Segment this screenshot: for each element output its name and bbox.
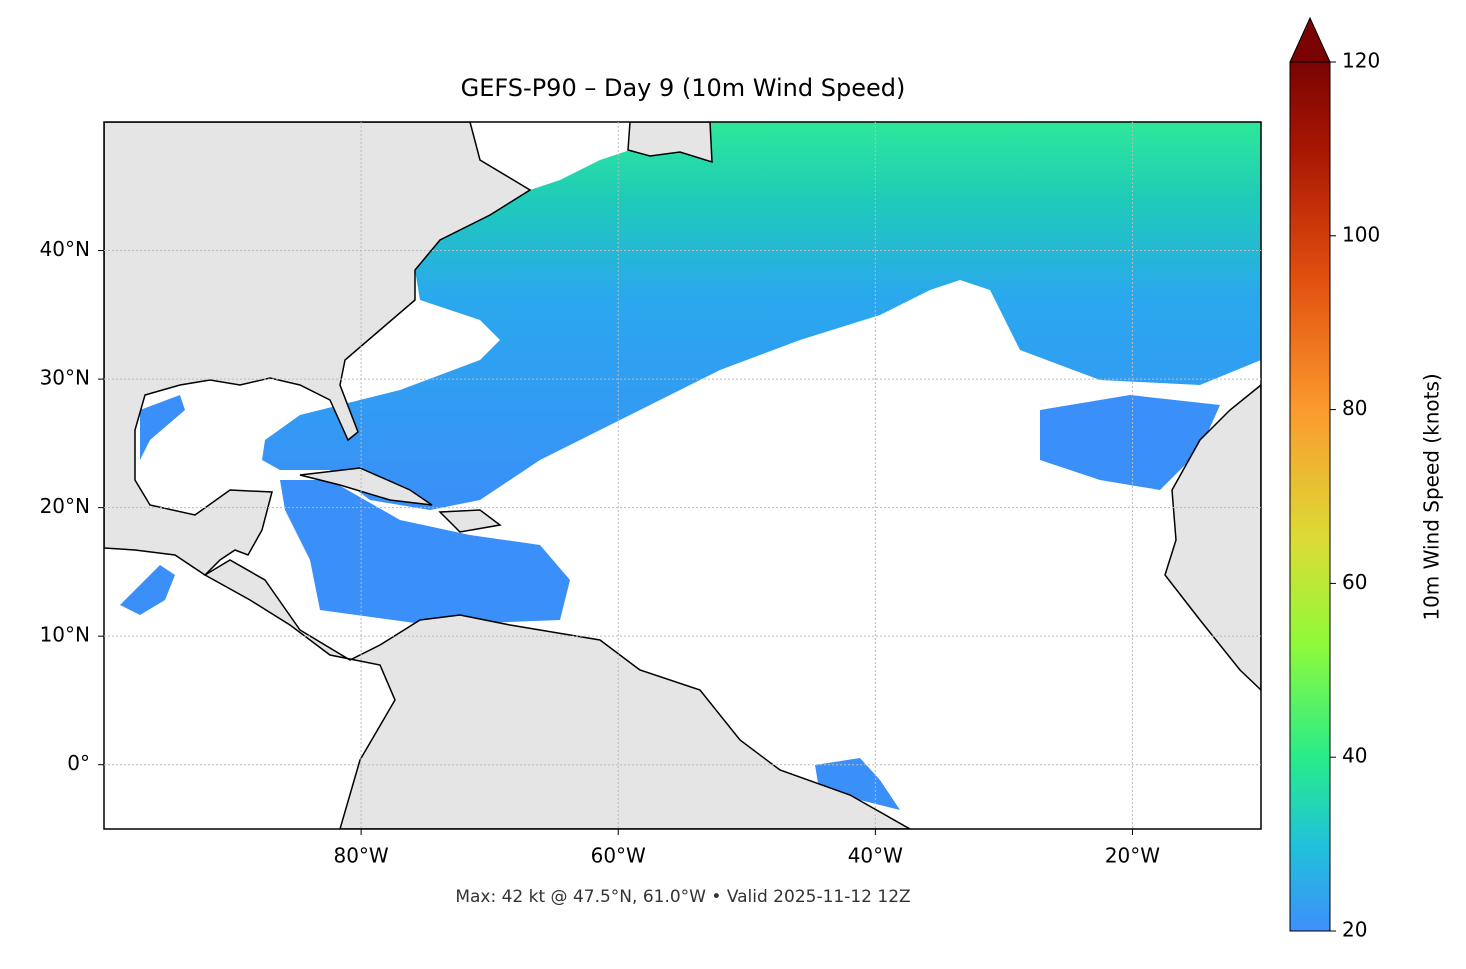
x-tick-label: 40°W (848, 844, 903, 868)
y-tick-label: 20°N (40, 494, 90, 518)
colorbar-label: 10m Wind Speed (knots) (1420, 373, 1444, 620)
colorbar (1289, 61, 1331, 932)
colorbar-tick-label: 20 (1342, 918, 1367, 942)
y-tick-label: 30°N (40, 366, 90, 390)
map (104, 122, 1261, 829)
x-tick-label: 60°W (591, 844, 646, 868)
colorbar-tick-label: 60 (1342, 570, 1367, 594)
land (203, 559, 912, 829)
colorbar-tick-label: 40 (1342, 744, 1367, 768)
colorbar-tick-label: 80 (1342, 396, 1367, 420)
x-tick-label: 20°W (1105, 844, 1160, 868)
map-frame (103, 121, 1262, 830)
y-tick-label: 0° (67, 751, 90, 775)
land (104, 122, 532, 576)
y-tick-label: 10°N (40, 623, 90, 647)
colorbar-tick-label: 120 (1342, 49, 1380, 73)
y-tick-label: 40°N (40, 237, 90, 261)
land (299, 122, 1261, 692)
chart-title: GEFS-P90 – Day 9 (10m Wind Speed) (461, 74, 906, 102)
wind-field (262, 122, 1261, 510)
footnote: Max: 42 kt @ 47.5°N, 61.0°W • Valid 2025… (455, 887, 910, 907)
colorbar-tick-label: 100 (1342, 222, 1380, 246)
colorbar-extend (1289, 16, 1331, 63)
x-tick-label: 80°W (333, 844, 388, 868)
